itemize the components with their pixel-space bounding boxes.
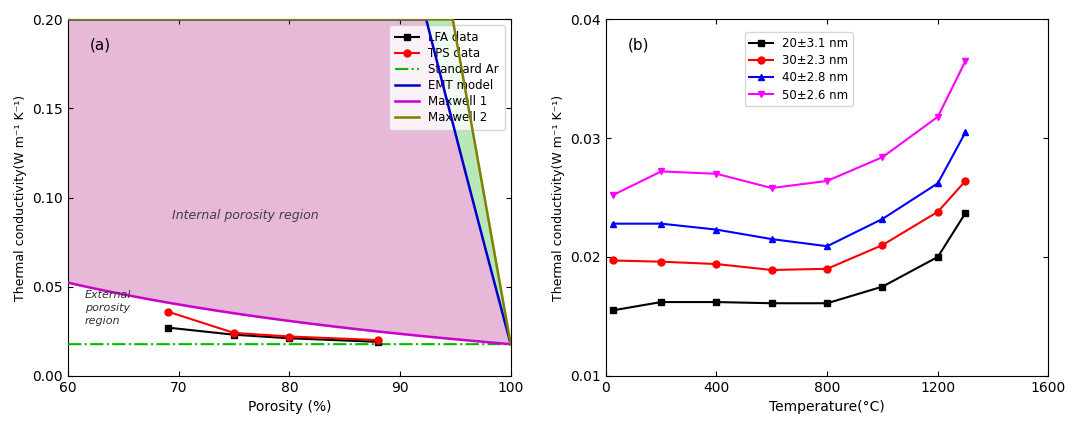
40±2.8 nm [959, 130, 972, 135]
Standard Ar [410, 342, 423, 347]
Maxwell 2 [84, 17, 97, 22]
EMT model [62, 17, 75, 22]
30±2.3 nm [876, 243, 889, 248]
20±3.1 nm [821, 301, 834, 306]
Standard Ar [84, 342, 97, 347]
Standard Ar [62, 342, 75, 347]
LFA data [372, 339, 384, 345]
Maxwell 1 [491, 341, 504, 346]
30±2.3 nm [931, 209, 944, 214]
Maxwell 1 [504, 342, 517, 347]
EMT model [265, 17, 278, 22]
EMT model [84, 17, 97, 22]
Standard Ar [491, 342, 504, 347]
Text: External
porosity
region: External porosity region [84, 290, 131, 326]
TPS data [283, 334, 296, 339]
Maxwell 1 [491, 341, 504, 346]
20±3.1 nm [959, 211, 972, 216]
Line: Maxwell 1: Maxwell 1 [68, 282, 511, 344]
Maxwell 1 [265, 316, 278, 321]
X-axis label: Porosity (%): Porosity (%) [247, 400, 332, 414]
Line: 30±2.3 nm: 30±2.3 nm [609, 178, 969, 273]
Text: (a): (a) [91, 37, 111, 52]
TPS data [161, 309, 174, 314]
50±2.6 nm [876, 155, 889, 160]
Maxwell 2 [276, 17, 289, 22]
20±3.1 nm [606, 308, 619, 313]
Line: 20±3.1 nm: 20±3.1 nm [609, 210, 969, 314]
Standard Ar [276, 342, 289, 347]
EMT model [504, 342, 517, 347]
40±2.8 nm [710, 227, 723, 232]
Maxwell 1 [84, 285, 97, 290]
LFA data [228, 332, 241, 337]
Text: (b): (b) [627, 37, 649, 52]
Maxwell 2 [62, 17, 75, 22]
LFA data [283, 336, 296, 341]
EMT model [491, 292, 504, 297]
50±2.6 nm [606, 193, 619, 198]
40±2.8 nm [876, 216, 889, 221]
40±2.8 nm [766, 237, 779, 242]
LFA data [161, 325, 174, 330]
Maxwell 1 [62, 280, 75, 285]
Maxwell 1 [276, 318, 289, 323]
50±2.6 nm [766, 185, 779, 190]
Line: 50±2.6 nm: 50±2.6 nm [609, 57, 969, 199]
30±2.3 nm [821, 266, 834, 271]
EMT model [491, 293, 504, 298]
30±2.3 nm [606, 258, 619, 263]
30±2.3 nm [959, 178, 972, 184]
40±2.8 nm [654, 221, 667, 226]
Y-axis label: Thermal conductivity(W m⁻¹ K⁻¹): Thermal conductivity(W m⁻¹ K⁻¹) [14, 95, 27, 300]
Y-axis label: Thermal conductivity(W m⁻¹ K⁻¹): Thermal conductivity(W m⁻¹ K⁻¹) [552, 95, 565, 300]
50±2.6 nm [931, 114, 944, 119]
20±3.1 nm [766, 301, 779, 306]
X-axis label: Temperature(°C): Temperature(°C) [769, 400, 885, 414]
Legend: LFA data, TPS data, Standard Ar, EMT model, Maxwell 1, Maxwell 2: LFA data, TPS data, Standard Ar, EMT mod… [389, 25, 504, 130]
20±3.1 nm [654, 300, 667, 305]
50±2.6 nm [959, 58, 972, 63]
Maxwell 1 [410, 333, 423, 338]
20±3.1 nm [876, 284, 889, 289]
Line: TPS data: TPS data [164, 308, 381, 344]
Maxwell 2 [410, 17, 423, 22]
EMT model [276, 17, 289, 22]
Standard Ar [265, 342, 278, 347]
40±2.8 nm [931, 181, 944, 186]
Standard Ar [491, 342, 504, 347]
TPS data [372, 338, 384, 343]
40±2.8 nm [821, 244, 834, 249]
Maxwell 2 [491, 270, 504, 275]
20±3.1 nm [710, 300, 723, 305]
Maxwell 2 [265, 17, 278, 22]
Maxwell 2 [504, 342, 517, 347]
Line: Maxwell 2: Maxwell 2 [68, 19, 511, 344]
Line: LFA data: LFA data [164, 324, 381, 345]
Text: Internal porosity region: Internal porosity region [172, 209, 319, 222]
50±2.6 nm [654, 169, 667, 174]
Legend: 20±3.1 nm, 30±2.3 nm, 40±2.8 nm, 50±2.6 nm: 20±3.1 nm, 30±2.3 nm, 40±2.8 nm, 50±2.6 … [744, 33, 853, 106]
30±2.3 nm [766, 268, 779, 273]
50±2.6 nm [821, 178, 834, 184]
30±2.3 nm [710, 262, 723, 267]
Maxwell 2 [491, 268, 504, 273]
Line: EMT model: EMT model [68, 19, 511, 344]
TPS data [228, 330, 241, 336]
EMT model [410, 17, 423, 22]
50±2.6 nm [710, 171, 723, 176]
Line: 40±2.8 nm: 40±2.8 nm [609, 129, 969, 250]
Standard Ar [504, 342, 517, 347]
30±2.3 nm [654, 259, 667, 264]
40±2.8 nm [606, 221, 619, 226]
20±3.1 nm [931, 254, 944, 259]
